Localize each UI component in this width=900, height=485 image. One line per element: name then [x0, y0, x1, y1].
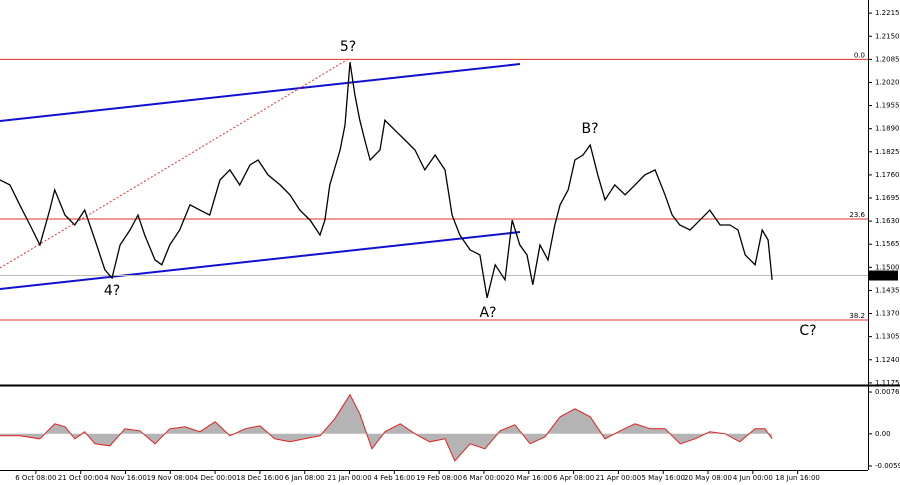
fib-base-line — [0, 57, 351, 269]
trend-line — [0, 231, 521, 290]
y-tick-label: 1.2215 — [875, 9, 900, 17]
x-tick-label: 4 Dec 00:00 — [194, 474, 237, 482]
x-tick-label: 20 Mar 16:00 — [505, 474, 552, 482]
y-tick-label: 1.1695 — [875, 194, 900, 202]
y-tick-label: 1.2085 — [875, 55, 900, 63]
y-tick-label: 1.1240 — [875, 356, 900, 364]
y-tick-label: 1.1890 — [875, 125, 900, 133]
x-tick-label: 21 Apr 00:00 — [596, 474, 642, 482]
x-tick-label: 19 Feb 08:00 — [416, 474, 462, 482]
x-tick-label: 4 Jun 00:00 — [733, 474, 773, 482]
y-tick-label: 1.2020 — [875, 78, 900, 86]
last-price-box — [868, 270, 898, 281]
x-tick-label: 6 Oct 08:00 — [15, 474, 56, 482]
x-tick-label: 20 May 08:00 — [684, 474, 732, 482]
wave-label: C? — [799, 323, 816, 339]
y-tick-label: 1.2150 — [875, 32, 900, 40]
price-line — [0, 62, 773, 299]
last-price-label: 1.1477 — [871, 272, 896, 280]
y-tick-label: -0.00593 — [875, 462, 900, 470]
y-tick-label: 0.00 — [875, 430, 891, 438]
x-tick-label: 19 Nov 08:00 — [147, 474, 194, 482]
y-tick-label: 1.1825 — [875, 148, 900, 156]
x-tick-label: 5 May 16:00 — [641, 474, 685, 482]
y-tick-label: 1.1760 — [875, 171, 900, 179]
y-tick-label: 1.1955 — [875, 102, 900, 110]
x-tick-label: 21 Jan 00:00 — [327, 474, 371, 482]
x-tick-label: 6 Apr 08:00 — [553, 474, 594, 482]
wave-label: A? — [479, 305, 496, 321]
fib-label: 0.0 — [854, 51, 865, 59]
x-tick-label: 4 Nov 16:00 — [104, 474, 147, 482]
y-tick-label: 1.1305 — [875, 333, 900, 341]
x-tick-label: 21 Oct 00:00 — [58, 474, 104, 482]
fib-label: 38.2 — [849, 312, 865, 320]
x-tick-label: 18 Dec 16:00 — [236, 474, 283, 482]
x-tick-label: 6 Mar 00:00 — [463, 474, 505, 482]
wave-label: 4? — [104, 283, 120, 299]
x-tick-label: 18 Jun 16:00 — [775, 474, 819, 482]
y-tick-label: 1.1565 — [875, 240, 900, 248]
y-tick-label: 1.1500 — [875, 263, 900, 271]
x-tick-label: 4 Feb 16:00 — [374, 474, 415, 482]
oscillator-line — [0, 393, 773, 462]
wave-label: B? — [581, 121, 598, 137]
trend-line — [0, 63, 521, 122]
y-tick-label: 1.1435 — [875, 286, 900, 294]
y-tick-label: 1.1175 — [875, 379, 900, 387]
y-tick-label: 0.00769 — [875, 388, 900, 396]
fib-label: 23.6 — [849, 211, 865, 219]
x-tick-label: 6 Jan 08:00 — [285, 474, 325, 482]
y-tick-label: 1.1630 — [875, 217, 900, 225]
wave-label: 5? — [340, 39, 356, 55]
y-tick-label: 1.1370 — [875, 310, 900, 318]
